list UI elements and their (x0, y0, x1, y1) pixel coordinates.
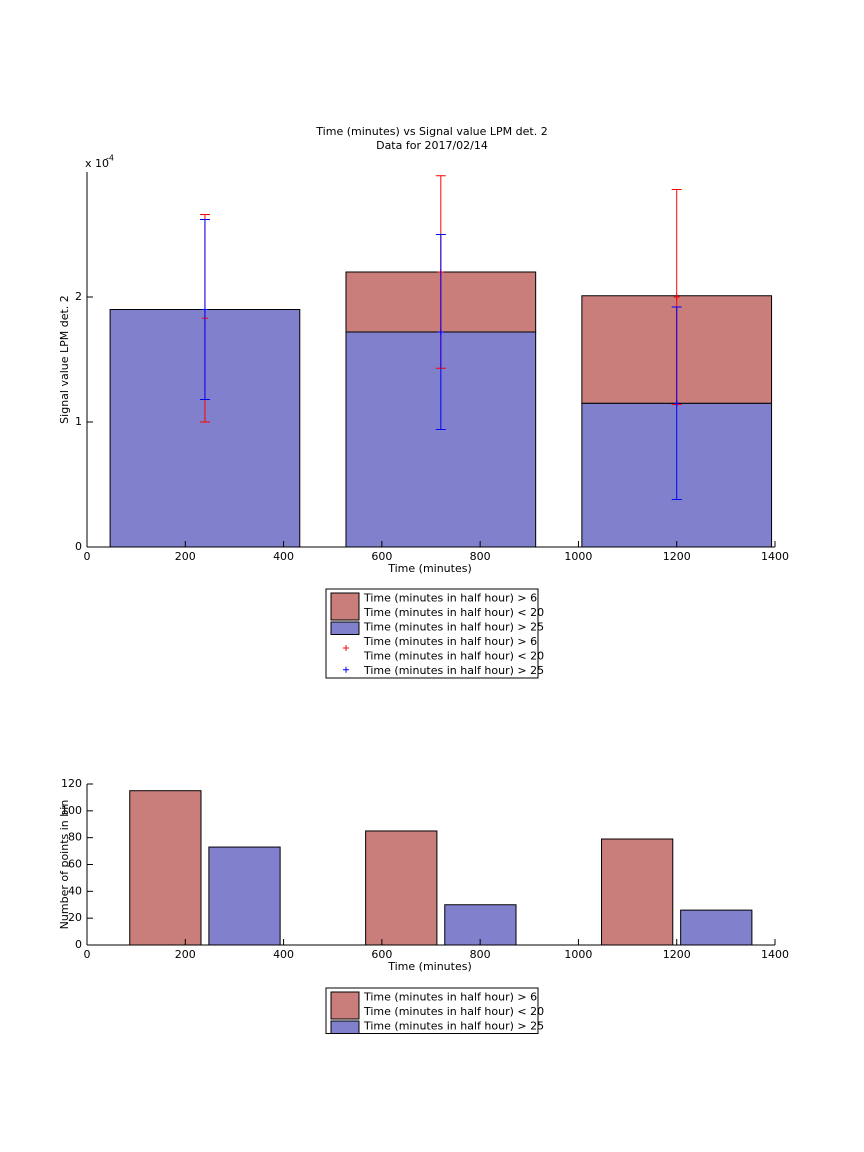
y-exponent: -4 (106, 154, 114, 163)
chart-subtitle: Data for 2017/02/14 (376, 139, 488, 152)
chart-title: Time (minutes) vs Signal value LPM det. … (315, 125, 547, 138)
legend-label: Time (minutes in half hour) > 25 (363, 1019, 544, 1032)
legend-swatch (330, 991, 360, 1020)
y-tick-label: 80 (68, 831, 82, 844)
error-center (673, 294, 680, 300)
legend-swatch (330, 621, 360, 635)
bar (365, 830, 438, 946)
bar (208, 846, 281, 946)
y-tick-label: 0 (75, 938, 82, 951)
bar (680, 909, 753, 946)
y-multiplier: x 10 (85, 157, 109, 170)
x-axis-label: Time (minutes) (387, 562, 472, 575)
legend-marker (343, 666, 349, 673)
y-tick-label: 2 (75, 290, 82, 303)
y-tick-label: 1 (75, 415, 82, 428)
y-tick-label: 60 (68, 858, 82, 871)
legend-label: Time (minutes in half hour) > 25 (363, 664, 544, 677)
error-center (437, 329, 444, 335)
legend-label: Time (minutes in half hour) > 6 Time (min… (363, 635, 544, 663)
y-axis-label: Number of points in bin (58, 800, 71, 930)
x-tick-label: 1200 (663, 948, 691, 961)
y-tick-label: 20 (68, 911, 82, 924)
y-tick-label: 40 (68, 884, 82, 897)
y-tick-label: 100 (61, 804, 82, 817)
x-tick-label: 1200 (663, 550, 691, 563)
legend-label: Time (minutes in half hour) > 25 (363, 620, 544, 633)
x-tick-label: 400 (273, 550, 294, 563)
x-tick-label: 1400 (761, 948, 789, 961)
x-tick-label: 1400 (761, 550, 789, 563)
x-tick-label: 1000 (564, 948, 592, 961)
legend-label: Time (minutes in half hour) > 6 Time (min… (363, 591, 544, 619)
legend-box (325, 588, 539, 679)
bar-segment (109, 309, 301, 548)
y-axis-label: Signal value LPM det. 2 (58, 295, 71, 424)
x-tick-label: 800 (470, 550, 491, 563)
x-axis-label: Time (minutes) (387, 960, 472, 973)
bar (129, 790, 202, 946)
x-tick-label: 200 (175, 550, 196, 563)
bar (444, 904, 517, 946)
y-tick-label: 0 (75, 540, 82, 553)
legend-swatch (330, 592, 360, 621)
x-tick-label: 1000 (564, 550, 592, 563)
legend-label: Time (minutes in half hour) > 6 Time (min… (363, 990, 544, 1018)
legend-marker (343, 645, 349, 651)
x-tick-label: 600 (371, 550, 392, 563)
y-tick-label: 120 (61, 777, 82, 790)
x-tick-label: 400 (273, 948, 294, 961)
x-tick-label: 200 (175, 948, 196, 961)
x-tick-label: 0 (84, 550, 91, 563)
legend-swatch (330, 1020, 360, 1034)
x-tick-label: 600 (371, 948, 392, 961)
x-tick-label: 0 (84, 948, 91, 961)
error-center (673, 400, 680, 407)
error-center (201, 306, 208, 313)
bar (601, 838, 674, 946)
legend-box (325, 987, 539, 1034)
x-tick-label: 800 (470, 948, 491, 961)
